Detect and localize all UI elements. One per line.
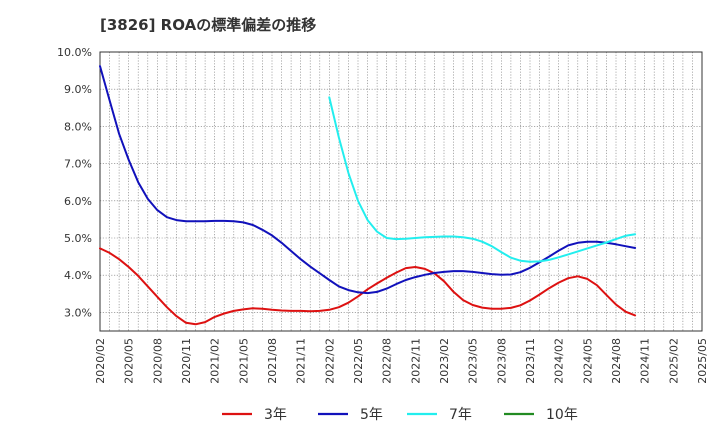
x-tick-label: 2020/08 [151,338,164,384]
x-tick-label: 2022/05 [352,338,365,384]
y-axis-ticks: 10.0% 9.0% 8.0% 7.0% 6.0% 5.0% 4.0% 3.0% [57,46,92,319]
x-axis-ticks: 2020/02 2020/05 2020/08 2020/11 2021/02 2021/… [94,338,709,384]
chart-title: [3826] ROAの標準偏差の推移 [100,16,317,34]
x-tick-label: 2024/05 [581,338,594,384]
y-tick-label: 6.0% [64,195,92,208]
x-tick-label: 2023/08 [495,338,508,384]
x-tick-label: 2022/02 [323,338,336,384]
x-tick-label: 2022/11 [409,338,422,384]
series [99,65,637,326]
legend-label-7年: 7年 [449,407,472,423]
x-tick-label: 2020/05 [123,338,136,384]
x-tick-label: 2021/08 [266,338,279,384]
x-tick-label: 2021/11 [295,338,308,384]
x-tick-label: 2024/08 [610,338,623,384]
legend-label-3年: 3年 [264,407,287,423]
y-tick-label: 8.0% [64,120,92,133]
x-tick-label: 2021/05 [237,338,250,384]
legend: 3年 5年 7年 10年 [222,407,578,423]
x-tick-label: 2023/11 [524,338,537,384]
series-line-3年 [99,247,637,326]
x-tick-label: 2023/05 [467,338,480,384]
x-tick-label: 2020/11 [180,338,193,384]
y-tick-label: 3.0% [64,306,92,319]
x-tick-label: 2022/08 [381,338,394,384]
y-tick-label: 5.0% [64,232,92,245]
plot-frame [99,51,703,332]
x-tick-label: 2023/02 [438,338,451,384]
y-tick-label: 9.0% [64,83,92,96]
legend-label-10年: 10年 [546,407,578,423]
y-tick-label: 7.0% [64,158,92,171]
y-tick-label: 4.0% [64,269,92,282]
plot-area [100,52,702,331]
x-tick-label: 2025/05 [696,338,709,384]
x-tick-label: 2024/11 [639,338,652,384]
series-line-5年 [99,65,637,295]
y-tick-label: 10.0% [57,46,92,59]
series-line-7年 [328,96,637,263]
x-tick-label: 2024/02 [553,338,566,384]
x-tick-label: 2025/02 [667,338,680,384]
x-tick-label: 2021/02 [209,338,222,384]
x-tick-label: 2020/02 [94,338,107,384]
legend-label-5年: 5年 [360,407,383,423]
